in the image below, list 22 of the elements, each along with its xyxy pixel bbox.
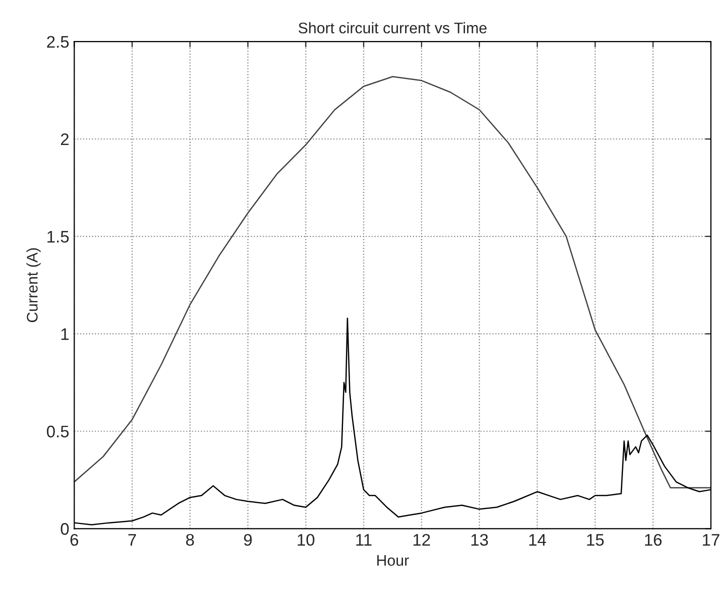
y-tick-label: 2.5 [47, 36, 69, 48]
x-tick-label: 9 [244, 534, 252, 546]
y-tick-label: 1.5 [48, 230, 69, 243]
x-tick-label: 13 [471, 534, 488, 546]
chart-title: Short circuit current vs Time [298, 22, 487, 34]
y-tick-label: 1 [61, 328, 69, 340]
y-axis-title: Current (A) [26, 248, 41, 322]
x-tick-label: 16 [645, 534, 662, 546]
x-tick-label: 8 [186, 534, 194, 546]
x-tick-label: 15 [587, 534, 604, 546]
x-tick-label: 11 [356, 534, 372, 546]
y-tick-label: 0.5 [46, 426, 69, 438]
x-tick-label: 14 [529, 534, 546, 546]
line-series [74, 76, 711, 488]
y-tick-label: 2 [60, 133, 69, 146]
y-tick-label: 0 [60, 523, 69, 535]
x-axis-title: Hour [377, 555, 409, 566]
x-tick-label: 6 [70, 534, 78, 546]
x-tick-label: 12 [414, 534, 430, 546]
x-tick-label: 10 [298, 534, 314, 546]
x-tick-label: 17 [702, 534, 720, 546]
x-tick-label: 7 [128, 534, 136, 546]
